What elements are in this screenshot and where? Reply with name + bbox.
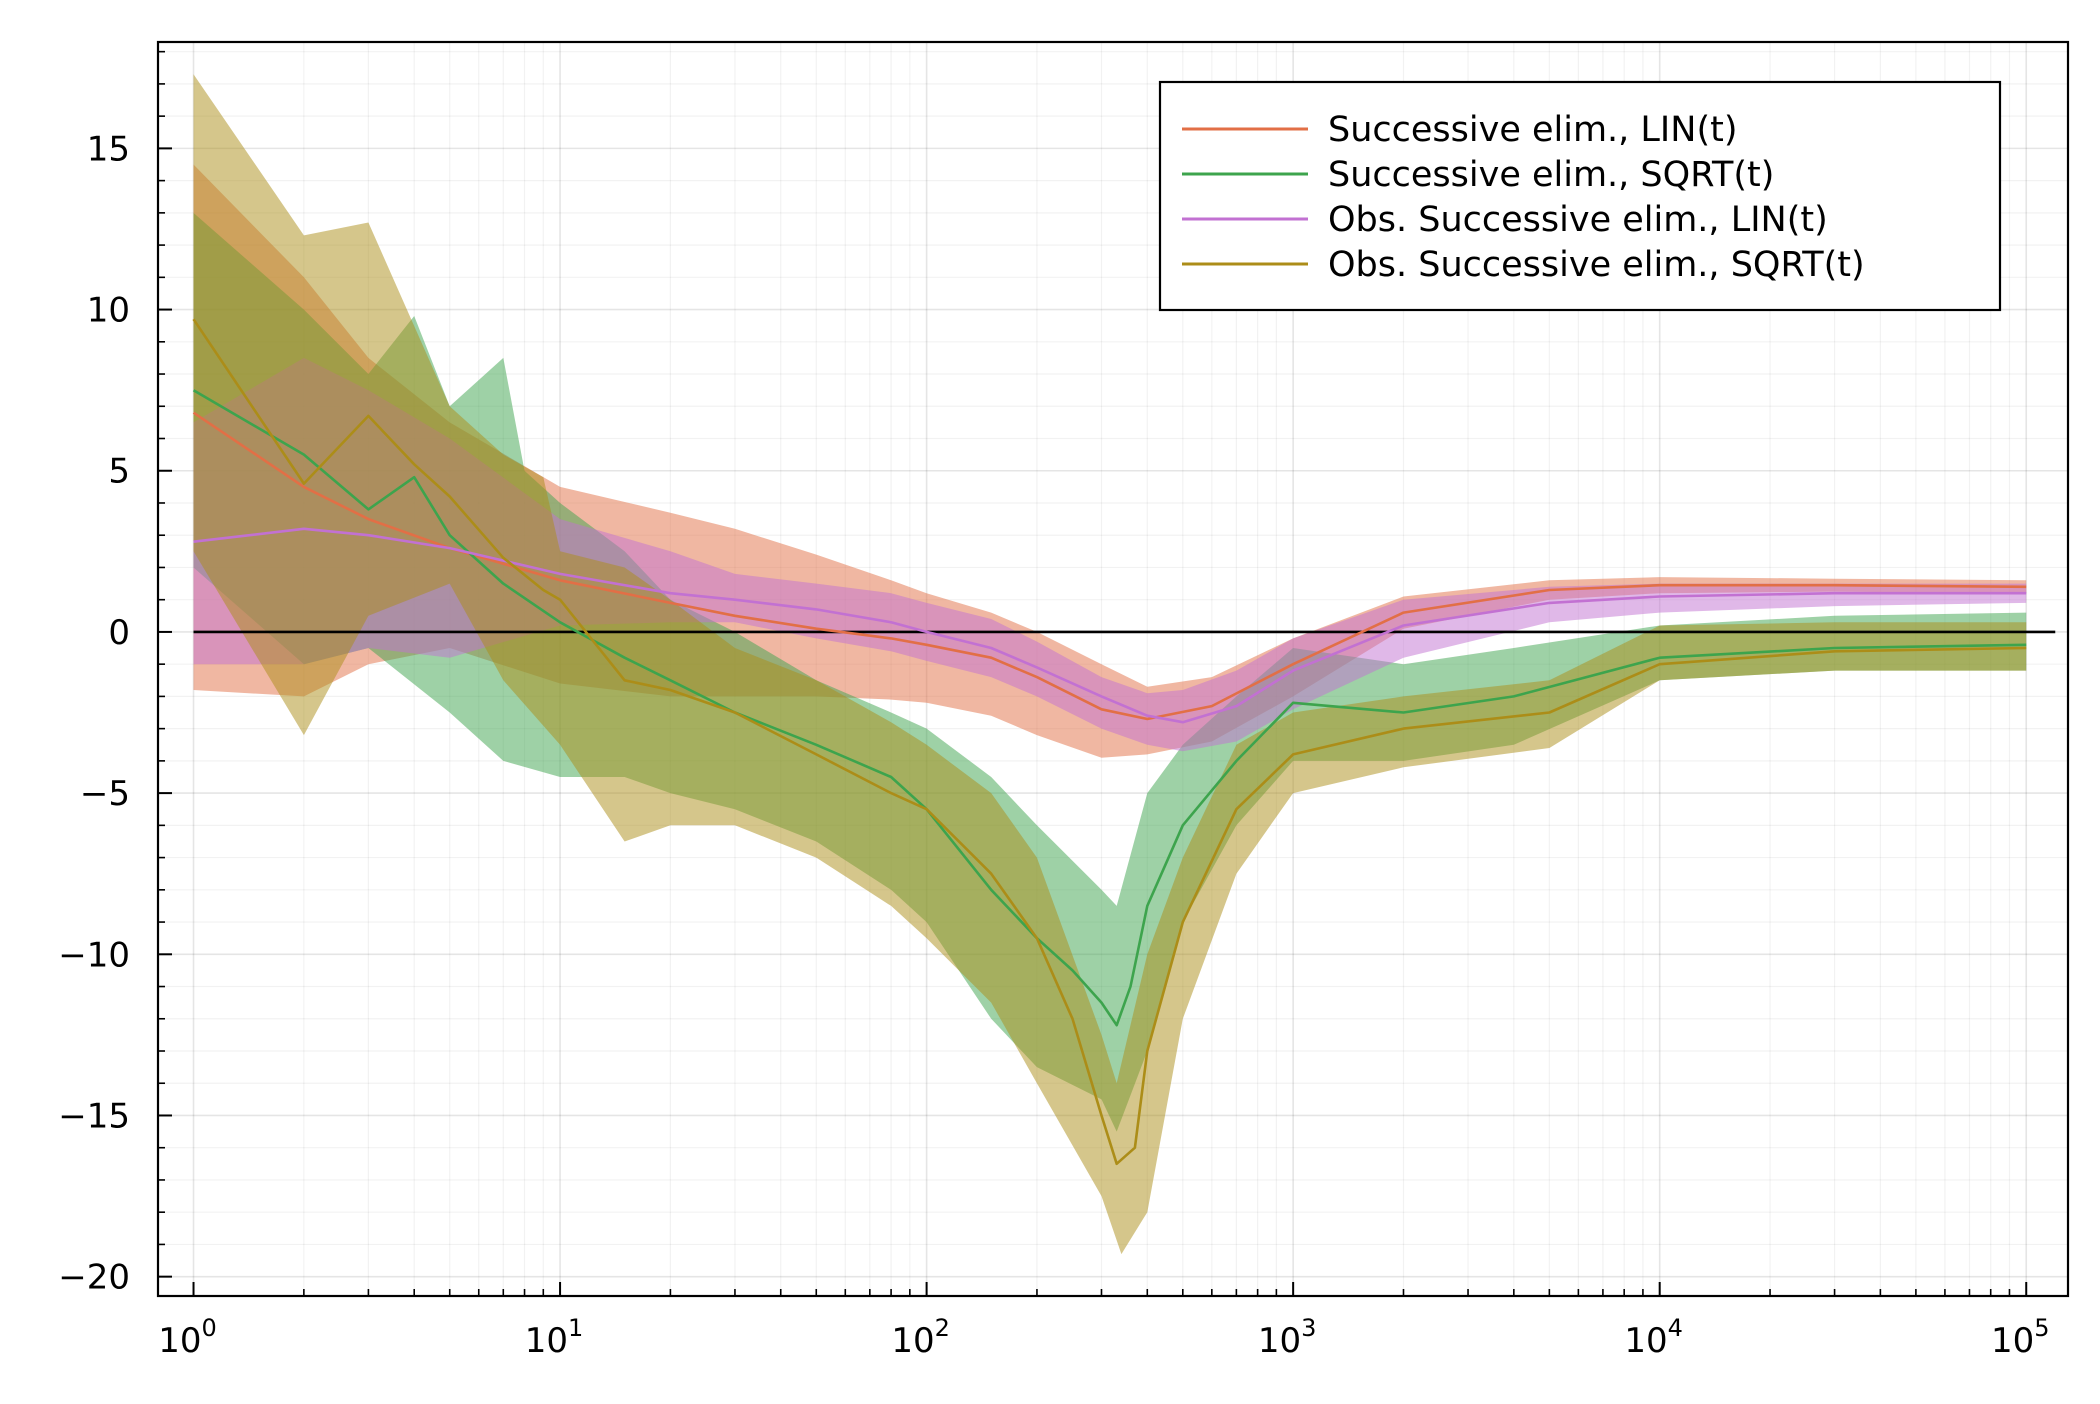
legend-label-series-1: Successive elim., LIN(t): [1328, 110, 1737, 150]
series-3-line: [193, 527, 2027, 724]
x-tick-label: 101: [525, 1314, 584, 1361]
y-tick-label: −20: [58, 1258, 130, 1298]
x-tick-exponent: 0: [202, 1314, 217, 1342]
x-tick-base: 10: [1624, 1321, 1667, 1361]
series-lines: [192, 318, 2027, 1166]
x-tick-label: 105: [1991, 1314, 2050, 1361]
legend: Successive elim., LIN(t) Successive elim.…: [1158, 80, 2002, 312]
x-tick-exponent: 5: [2034, 1314, 2049, 1342]
x-tick-exponent: 4: [1668, 1314, 1683, 1342]
series-2-line: [192, 389, 2027, 1027]
x-tick-exponent: 3: [1301, 1314, 1316, 1342]
y-tick-label: 5: [108, 452, 130, 492]
series-4-line: [192, 318, 2027, 1166]
y-tick-label: −5: [80, 774, 130, 814]
x-tick-base: 10: [1991, 1321, 2034, 1361]
y-tick-label: −15: [58, 1096, 130, 1136]
y-tick-label: 15: [87, 129, 130, 169]
x-tick-label: 103: [1258, 1314, 1317, 1361]
x-tick-base: 10: [525, 1321, 568, 1361]
y-tick-label: −10: [58, 935, 130, 975]
legend-box: [1158, 80, 2002, 312]
x-tick-label: 102: [891, 1314, 950, 1361]
legend-label-series-3: Obs. Successive elim., LIN(t): [1328, 200, 1828, 240]
y-tick-label: 10: [87, 291, 130, 331]
legend-label-series-4: Obs. Successive elim., SQRT(t): [1328, 245, 1865, 285]
x-tick-exponent: 1: [568, 1314, 583, 1342]
x-tick-base: 10: [1258, 1321, 1301, 1361]
x-tick-exponent: 2: [935, 1314, 950, 1342]
x-tick-base: 10: [158, 1321, 201, 1361]
y-tick-label: 0: [108, 613, 130, 653]
legend-label-series-2: Successive elim., SQRT(t): [1328, 155, 1774, 195]
series-1-line: [192, 411, 2027, 721]
x-tick-label: 104: [1624, 1314, 1683, 1361]
x-tick-label: 100: [158, 1314, 217, 1361]
x-tick-base: 10: [891, 1321, 934, 1361]
plot-frame: [156, 40, 2070, 1298]
